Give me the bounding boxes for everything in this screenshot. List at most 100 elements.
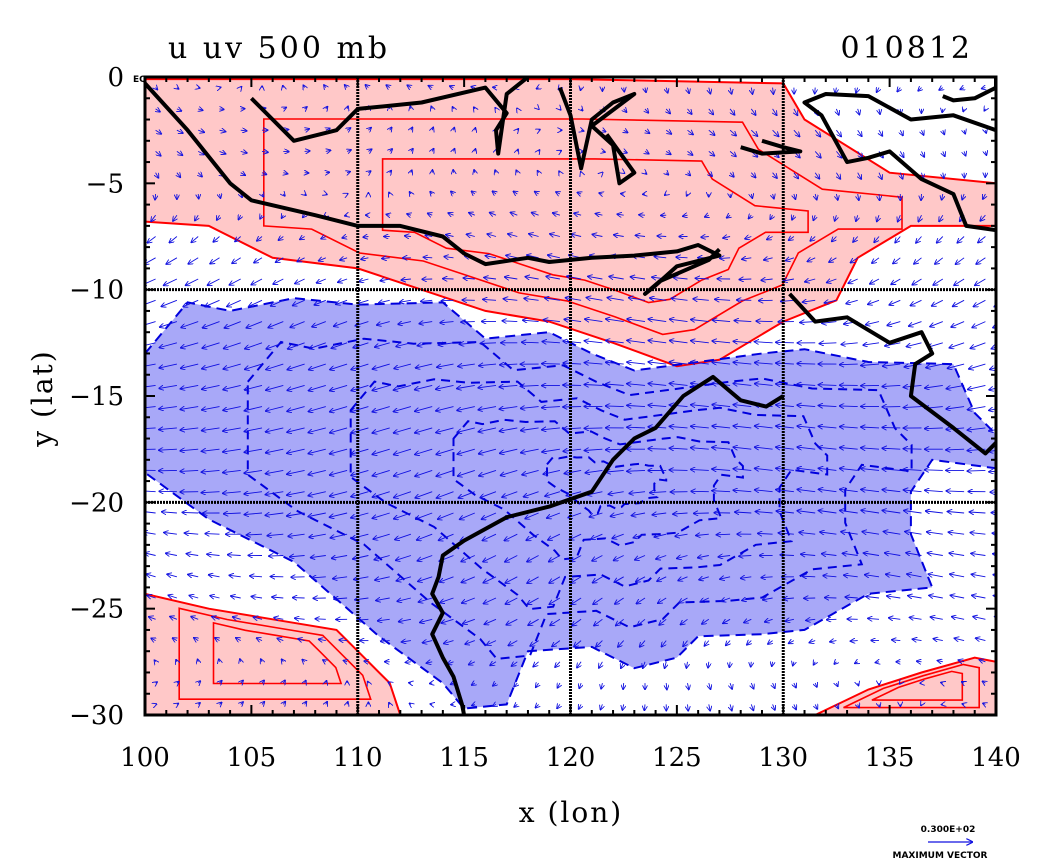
- wind-vector-94: [411, 128, 413, 131]
- wind-vector-155: [836, 151, 841, 157]
- wind-vector-211: [283, 194, 285, 196]
- wind-vector-457: [268, 321, 284, 328]
- wind-vector-67: [709, 108, 713, 115]
- wind-vector-592: [521, 385, 539, 386]
- wind-vector-451: [145, 321, 156, 326]
- wind-vector-917: [461, 555, 475, 562]
- wind-vector-316: [767, 237, 773, 240]
- wind-vector-346: [527, 255, 539, 258]
- wind-vector-1173: [688, 683, 689, 689]
- wind-vector-613: [968, 384, 986, 389]
- wind-vector-1183: [900, 683, 901, 684]
- wind-vector-490: [972, 321, 986, 328]
- wind-vector-672: [479, 427, 497, 432]
- wind-vector-338: [361, 258, 369, 260]
- wind-vector-684: [733, 426, 752, 428]
- wind-vector-120: [964, 130, 965, 133]
- wind-vector-538: [245, 363, 263, 369]
- wind-vector-96: [454, 128, 455, 131]
- wind-vector-1159: [388, 682, 389, 683]
- wind-vector-1080: [444, 641, 454, 644]
- wind-vector-1248: [533, 726, 539, 728]
- wind-vector-192: [751, 173, 755, 178]
- wind-vector-175: [390, 171, 392, 173]
- wind-vector-624: [330, 406, 348, 412]
- wind-vector-587: [415, 384, 433, 389]
- wind-vector-1243: [428, 725, 432, 726]
- wind-vector-540: [287, 363, 305, 370]
- wind-vector-1116: [344, 661, 348, 662]
- wind-vector-23: [645, 88, 646, 93]
- wind-vector-1141: [876, 662, 880, 663]
- wind-vector-486: [887, 321, 901, 326]
- wind-vector-287: [148, 236, 156, 243]
- positive-contour-0: [145, 78, 996, 368]
- wind-vector-221: [493, 191, 497, 194]
- wind-vector-183: [559, 171, 560, 172]
- wind-vector-314: [723, 237, 731, 239]
- wind-vector-589: [457, 384, 475, 388]
- wind-vector-993: [334, 598, 348, 599]
- wind-vector-90: [326, 128, 330, 130]
- y-tick-label-15: −15: [69, 382, 124, 412]
- wind-vector-134: [390, 149, 393, 151]
- wind-vector-836: [482, 512, 497, 519]
- wind-vector-1093: [726, 641, 730, 646]
- wind-vector-1260: [793, 726, 794, 732]
- wind-vector-503: [375, 342, 390, 347]
- wind-vector-1193: [241, 702, 243, 704]
- wind-vector-725: [733, 447, 752, 449]
- wind-vector-665: [330, 427, 348, 433]
- wind-vector-555: [606, 362, 624, 364]
- wind-vector-935: [843, 553, 858, 555]
- wind-vector-634: [542, 407, 560, 408]
- wind-vector-870: [330, 533, 348, 538]
- wind-vector-459: [312, 321, 326, 327]
- wind-vector-104: [624, 130, 628, 132]
- wind-vector-1129: [621, 661, 624, 668]
- wind-vector-402: [848, 278, 858, 283]
- wind-vector-63: [624, 109, 627, 112]
- wind-vector-272: [705, 215, 709, 217]
- wind-vector-1023: [972, 595, 986, 598]
- wind-vector-1029: [233, 617, 241, 619]
- wind-vector-1040: [463, 618, 475, 623]
- wind-vector-820: [145, 511, 156, 513]
- wind-vector-908: [269, 556, 284, 557]
- wind-vector-15: [471, 87, 475, 88]
- wind-vector-132: [347, 150, 351, 152]
- wind-vector-977: [865, 575, 880, 577]
- wind-vector-320: [853, 236, 858, 242]
- wind-vector-7: [303, 85, 304, 87]
- wind-vector-822: [182, 512, 199, 513]
- x-tick-label-115: 115: [439, 743, 489, 773]
- wind-vector-195: [815, 172, 819, 179]
- wind-vector-679: [627, 427, 646, 428]
- wind-vector-699: [180, 449, 199, 451]
- wind-vector-975: [823, 576, 837, 577]
- wind-vector-534: [159, 363, 177, 368]
- wind-vector-248: [195, 214, 198, 220]
- wind-vector-20: [581, 88, 582, 91]
- wind-vector-668: [394, 427, 412, 433]
- wind-vector-902: [145, 553, 156, 556]
- wind-vector-159: [922, 151, 925, 156]
- wind-vector-731: [861, 448, 880, 449]
- wind-vector-990: [272, 597, 284, 598]
- wind-vector-784: [244, 492, 263, 494]
- wind-vector-359: [808, 258, 816, 262]
- wind-vector-1105: [976, 638, 986, 641]
- wind-vector-141: [539, 150, 540, 151]
- wind-vector-1133: [708, 661, 709, 668]
- wind-vector-1187: [983, 681, 986, 683]
- wind-vector-464: [419, 322, 433, 324]
- wind-vector-518: [691, 341, 709, 343]
- wind-vector-1074: [319, 639, 326, 640]
- wind-vector-557: [648, 362, 667, 364]
- wind-vector-108: [708, 129, 715, 135]
- wind-vector-25: [688, 87, 690, 94]
- wind-vector-1237: [304, 723, 305, 726]
- wind-vector-987: [210, 596, 220, 598]
- wind-vector-572: [969, 363, 986, 369]
